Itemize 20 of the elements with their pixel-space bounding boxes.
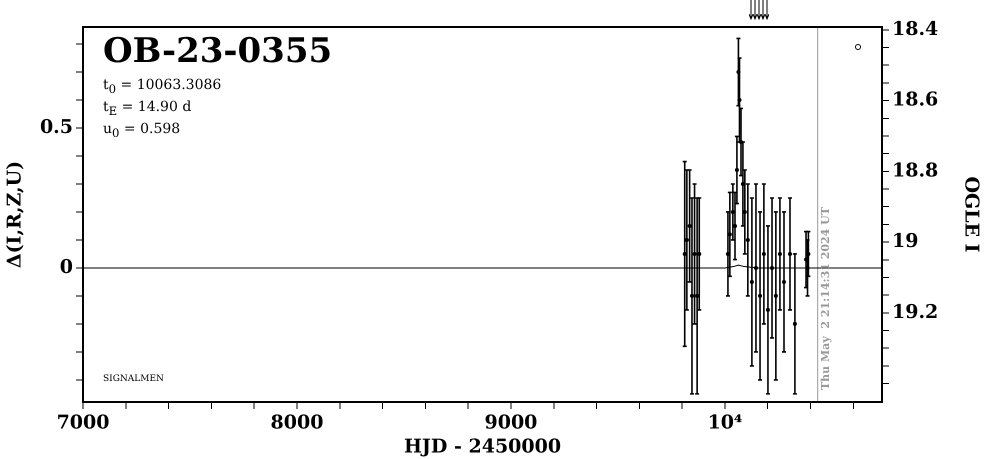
chart-title: OB-23-0355 (103, 31, 332, 71)
y-axis-title: Δ(I,R,Z,U) (3, 160, 26, 268)
y2-tick-label: 19 (892, 230, 918, 252)
y-tick-label: 0 (60, 256, 73, 278)
annotation: SIGNALMEN (103, 374, 164, 384)
x-tick-label: 7000 (56, 411, 110, 434)
x-tick-label: 8000 (270, 411, 324, 434)
x-tick-label: 10⁴ (708, 411, 742, 434)
x-axis-title: HJD - 2450000 (404, 436, 562, 458)
y2-axis-title: OGLE I (960, 176, 983, 253)
y2-tick-label: 18.8 (892, 159, 938, 182)
annotation: Thu May 2 21:14:31 2024 UT (818, 207, 832, 390)
x-tick-label: 9000 (484, 411, 538, 434)
y2-tick-label: 18.6 (892, 88, 938, 111)
annotation: u$_{0}$ = 0.598 (103, 121, 180, 140)
annotation: t$_{E}$ = 14.90 d (103, 99, 192, 118)
y-tick-label: 0.5 (40, 116, 73, 138)
y2-tick-label: 19.2 (892, 300, 938, 323)
y2-tick-label: 18.4 (892, 18, 938, 40)
annotation: t$_{0}$ = 10063.3086 (103, 77, 222, 96)
